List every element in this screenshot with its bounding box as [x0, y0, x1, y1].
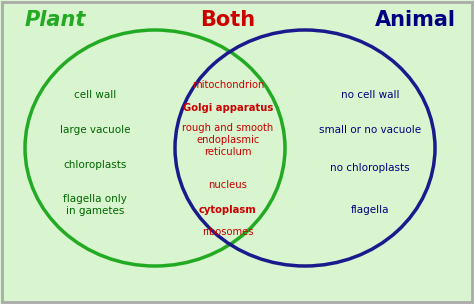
- Text: flagella only
in gametes: flagella only in gametes: [63, 194, 127, 216]
- Text: mitochondrion: mitochondrion: [192, 80, 264, 90]
- Text: no cell wall: no cell wall: [341, 90, 399, 100]
- Text: ribosomes: ribosomes: [202, 227, 254, 237]
- Text: Both: Both: [201, 10, 255, 30]
- Text: Animal: Animal: [374, 10, 456, 30]
- Text: Golgi apparatus: Golgi apparatus: [183, 103, 273, 113]
- Text: cytoplasm: cytoplasm: [199, 205, 257, 215]
- Text: large vacuole: large vacuole: [60, 125, 130, 135]
- Text: nucleus: nucleus: [209, 180, 247, 190]
- FancyBboxPatch shape: [2, 2, 472, 302]
- Text: flagella: flagella: [351, 205, 389, 215]
- Text: rough and smooth
endoplasmic
reticulum: rough and smooth endoplasmic reticulum: [182, 123, 273, 157]
- Text: cell wall: cell wall: [74, 90, 116, 100]
- Text: no chloroplasts: no chloroplasts: [330, 163, 410, 173]
- Text: small or no vacuole: small or no vacuole: [319, 125, 421, 135]
- Text: Plant: Plant: [24, 10, 86, 30]
- Text: chloroplasts: chloroplasts: [64, 160, 127, 170]
